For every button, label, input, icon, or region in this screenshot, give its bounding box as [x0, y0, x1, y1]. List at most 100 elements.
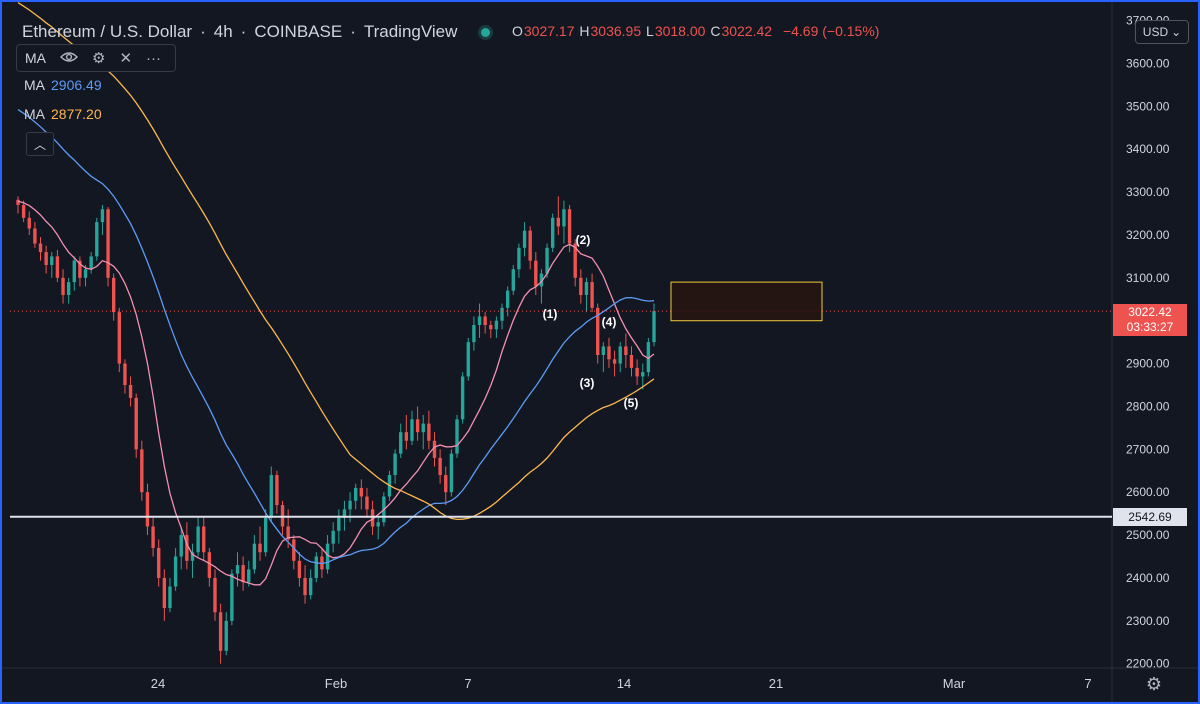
- candle-body: [275, 475, 279, 506]
- candle-body: [399, 432, 403, 454]
- wave-label[interactable]: (3): [580, 376, 595, 390]
- target-zone-box[interactable]: [670, 281, 823, 322]
- candle-body: [286, 526, 290, 540]
- candle-body: [522, 230, 527, 248]
- candle-body: [342, 509, 347, 518]
- ma-legend-row-1: MA 2906.49: [24, 77, 102, 93]
- candle-body: [551, 217, 555, 248]
- candle-body: [258, 543, 262, 553]
- candle-body: [427, 423, 431, 441]
- candle-body: [539, 273, 544, 287]
- wave-label[interactable]: (1): [543, 307, 558, 321]
- market-status-icon[interactable]: [481, 27, 491, 37]
- candle-body: [263, 517, 268, 553]
- candle-body: [202, 526, 206, 553]
- wave-label[interactable]: (4): [602, 315, 617, 329]
- candle-body: [511, 269, 515, 291]
- candle-body: [449, 453, 454, 493]
- level-label: 2542.69: [1128, 510, 1172, 524]
- collapse-legend-button[interactable]: ︿: [26, 132, 54, 156]
- candle-body: [562, 209, 566, 227]
- ma-label: MA: [24, 77, 45, 93]
- candle-body: [207, 552, 212, 578]
- candle-body: [168, 586, 172, 608]
- price-tick-label: 2300.00: [1126, 614, 1170, 628]
- candle-body: [61, 277, 65, 295]
- chart-settings-icon[interactable]: ⚙: [1145, 674, 1163, 694]
- price-tick-label: 2500.00: [1126, 528, 1170, 542]
- candle-body: [252, 543, 257, 570]
- price-tick-label: 2200.00: [1126, 657, 1170, 671]
- candle-body: [162, 577, 167, 608]
- candle-body: [438, 457, 442, 476]
- candle-body: [494, 320, 499, 330]
- candle-body: [556, 217, 561, 227]
- bar-countdown-label: 03:33:27: [1126, 320, 1174, 334]
- high-value: 3036.95: [590, 23, 642, 39]
- ma-mid-line: [17, 109, 655, 565]
- chevron-up-icon: ︿: [33, 137, 46, 152]
- candle-body: [38, 243, 43, 253]
- candle-body: [421, 423, 425, 433]
- eye-icon[interactable]: [60, 51, 78, 66]
- time-tick-label: Feb: [325, 676, 347, 691]
- candle-body: [483, 316, 487, 325]
- candle-body: [83, 269, 88, 278]
- candle-body: [337, 517, 341, 531]
- price-tick-label: 3300.00: [1126, 185, 1170, 199]
- more-icon[interactable]: ···: [146, 49, 162, 67]
- candle-body: [95, 222, 99, 257]
- level-price-tag: 2542.69: [1113, 508, 1187, 526]
- candle-body: [404, 432, 409, 441]
- candle-body: [111, 277, 116, 313]
- interval-label[interactable]: 4h: [213, 22, 233, 41]
- candle-body: [607, 346, 611, 360]
- candle-body: [100, 209, 105, 223]
- candle-body: [612, 359, 617, 364]
- chart-header: Ethereum / U.S. Dollar · 4h · COINBASE ·…: [22, 20, 491, 44]
- candle-body: [55, 256, 60, 278]
- candle-body: [269, 475, 273, 518]
- wave-label[interactable]: (5): [624, 396, 639, 410]
- candle-body: [331, 530, 335, 544]
- candle-body: [297, 560, 302, 578]
- wave-label[interactable]: (2): [576, 233, 591, 247]
- ma-slow-line: [17, 2, 655, 521]
- candle-body: [460, 376, 465, 420]
- low-label: L: [646, 23, 654, 39]
- candle-body: [472, 324, 476, 343]
- candle-body: [601, 346, 606, 356]
- time-tick-label: Mar: [943, 676, 966, 691]
- close-icon[interactable]: ✕: [119, 49, 133, 67]
- currency-value: USD: [1142, 25, 1169, 39]
- candle-body: [624, 346, 628, 356]
- price-tick-label: 2400.00: [1126, 571, 1170, 585]
- candle-body: [455, 419, 459, 454]
- currency-selector[interactable]: USD ⌄: [1135, 20, 1189, 44]
- candle-body: [16, 199, 20, 205]
- last-price-tag: 3022.42 03:33:27: [1113, 304, 1187, 336]
- candle-body: [652, 311, 656, 343]
- gear-icon[interactable]: ⚙: [92, 49, 106, 67]
- symbol-name[interactable]: Ethereum / U.S. Dollar: [22, 22, 193, 41]
- candle-body: [44, 252, 48, 265]
- ma-label: MA: [24, 106, 45, 122]
- candle-body: [646, 342, 651, 373]
- candle-body: [224, 620, 228, 651]
- chevron-down-icon: ⌄: [1171, 25, 1182, 39]
- price-tick-label: 3400.00: [1126, 142, 1170, 156]
- ma-legend-row-2: MA 2877.20: [24, 106, 102, 122]
- candle-body: [213, 577, 217, 613]
- candle-body: [145, 492, 150, 527]
- candle-body: [106, 209, 110, 278]
- candle-body: [33, 228, 37, 244]
- candle-body: [641, 372, 645, 377]
- candle-body: [500, 307, 504, 321]
- change-value: −4.69 (−0.15%): [782, 23, 880, 39]
- candle-body: [393, 453, 397, 476]
- candle-body: [635, 367, 639, 377]
- candle-body: [235, 565, 240, 574]
- high-label: H: [579, 23, 590, 39]
- candle-body: [573, 243, 577, 278]
